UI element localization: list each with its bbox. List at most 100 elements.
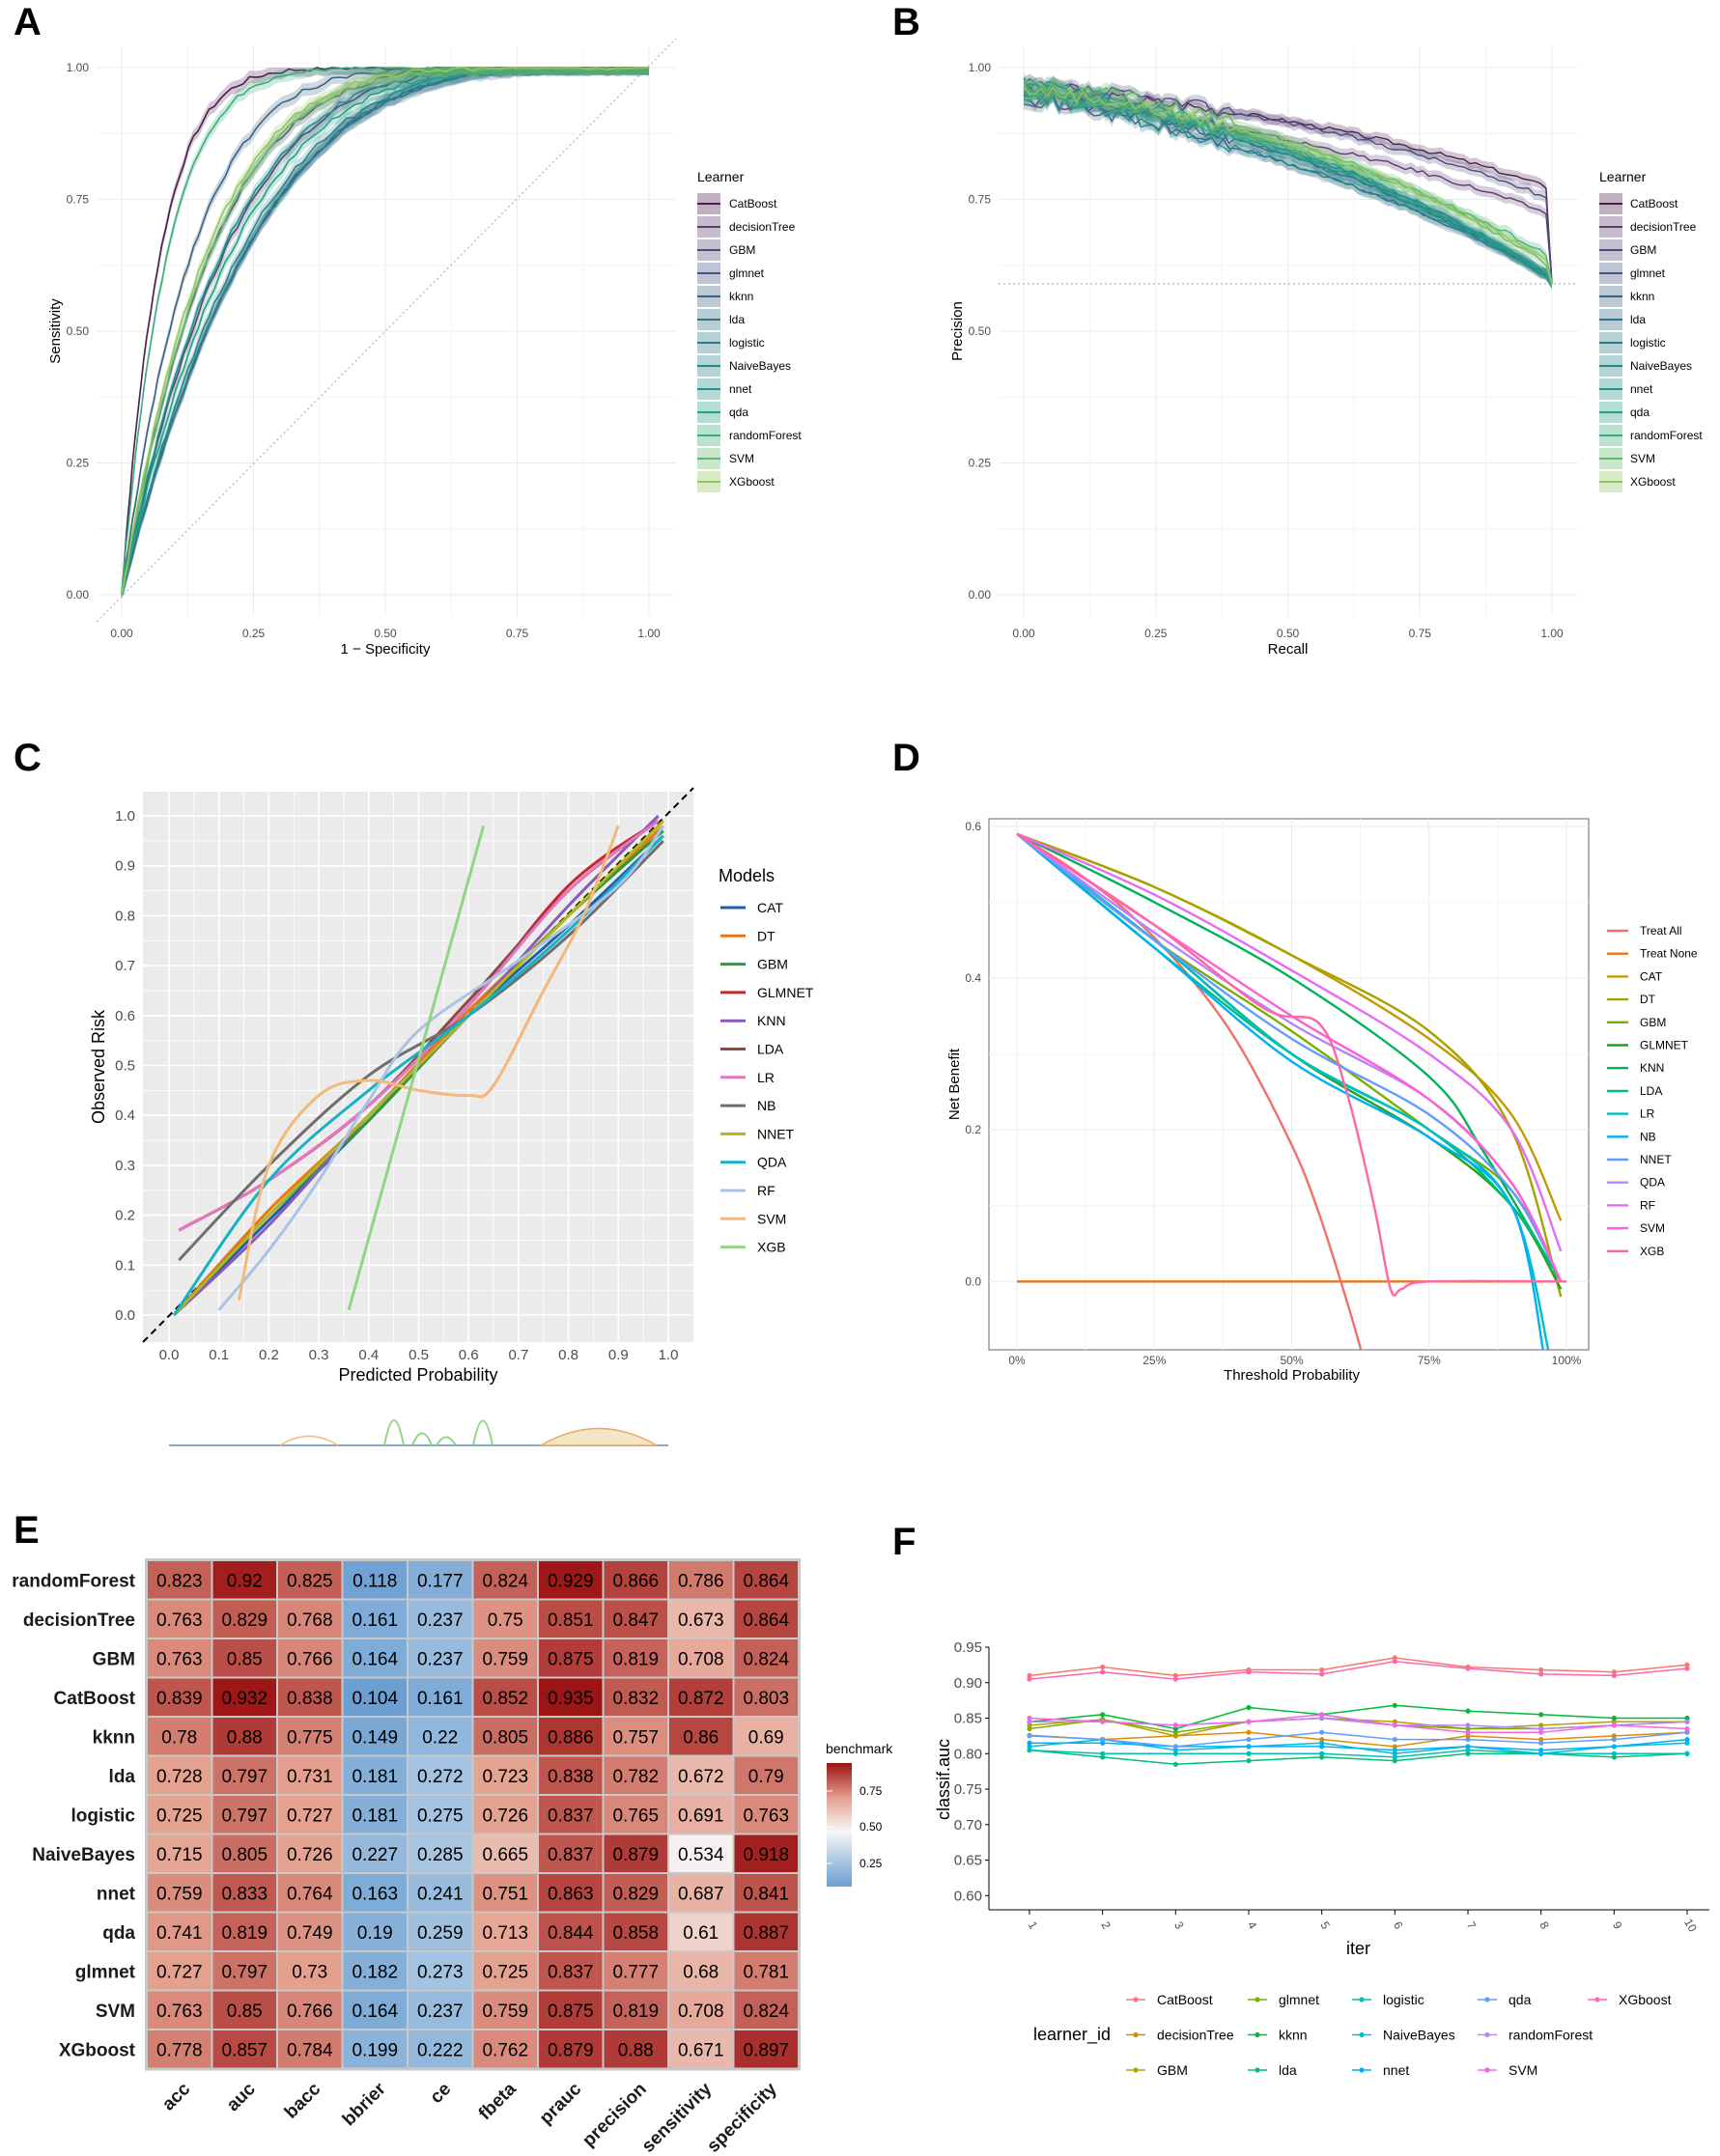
legend-point-svm — [1484, 2067, 1490, 2073]
auc-point-xgboost — [1319, 1671, 1325, 1677]
heatmap-cell — [602, 1794, 669, 1835]
auc-point-naivebayes — [1319, 1740, 1325, 1746]
heatmap-cell — [211, 1794, 278, 1835]
auc-point-qda — [1100, 1736, 1106, 1743]
auc-point-xgboost — [1100, 1669, 1106, 1675]
heatmap-cell-value: 0.852 — [482, 1689, 528, 1709]
y-tick-label: 0.25 — [969, 457, 992, 470]
heatmap-cell-value: 0.687 — [678, 1884, 724, 1904]
auc-point-kknn — [1246, 1704, 1252, 1711]
y-axis-title: classif.auc — [934, 1739, 953, 1820]
auc-point-naivebayes — [1684, 1740, 1690, 1746]
auc-point-lda — [1172, 1761, 1178, 1767]
auc-point-nnet — [1246, 1744, 1252, 1750]
density-peak — [436, 1436, 457, 1446]
heatmap-cell — [276, 1716, 344, 1757]
heatmap-cell — [732, 1794, 800, 1835]
auc-point-svm — [1538, 1729, 1544, 1735]
heatmap-cell-value: 0.833 — [221, 1884, 268, 1904]
auc-line-svm — [1029, 1714, 1688, 1733]
legend-point-gbm — [1133, 2067, 1139, 2073]
plot-frame — [988, 818, 1590, 1351]
auc-point-kknn — [1392, 1702, 1397, 1708]
colorbar — [827, 1763, 852, 1887]
auc-point-qda — [1172, 1744, 1178, 1750]
auc-line-kknn — [1029, 1704, 1687, 1730]
heatmap-cell-value: 0.887 — [743, 1923, 789, 1944]
heatmap-cell-value: 0.824 — [482, 1571, 528, 1591]
auc-point-logistic — [1172, 1750, 1178, 1756]
x-tick-label: 0.00 — [1012, 627, 1035, 640]
benchmark-heatmap-panel: randomForest 0.823 0.92 0.825 0.118 0.177 0.82… — [12, 1558, 893, 2156]
auc-point-kknn — [1100, 1712, 1106, 1718]
column-label-auc: auc — [223, 2079, 260, 2115]
y-tick-label: 0.0 — [115, 1307, 135, 1324]
heatmap-cell-value: 0.851 — [548, 1610, 594, 1631]
heatmap-cell — [471, 1676, 539, 1718]
legend-title: Learner — [697, 169, 745, 184]
row-label-naivebayes: NaiveBayes — [32, 1845, 135, 1865]
heatmap-cell-value: 0.863 — [548, 1884, 594, 1904]
heatmap-cell — [537, 1989, 605, 2030]
heatmap-cell-value: 0.68 — [683, 1962, 719, 1982]
heatmap-cell-value: 0.149 — [352, 1727, 398, 1748]
heatmap-cell-value: 0.837 — [548, 1806, 594, 1826]
decision-curve-panel: 0% 25% 50% 75% 100% 0.0 0.2 0.4 0.6 Threshold Pro… — [946, 818, 1698, 1384]
legend-point-lda — [1255, 2067, 1260, 2073]
legend-point-xgboost — [1594, 1997, 1600, 2002]
legend-label-lda: lda — [729, 313, 745, 326]
row-label-kknn: kknn — [93, 1727, 135, 1748]
heatmap-cell-value: 0.164 — [352, 1649, 398, 1669]
heatmap-cell — [407, 1833, 474, 1874]
column-label-acc: acc — [158, 2079, 195, 2115]
heatmap-cell-value: 0.177 — [417, 1571, 464, 1591]
auc-line-logistic — [1029, 1749, 1687, 1758]
auc-point-naivebayes — [1392, 1750, 1397, 1756]
net-benefit-curve-xgb — [1016, 832, 1567, 1297]
heatmap-cell-value: 0.897 — [743, 2040, 789, 2060]
y-axis-title: Net Benefit — [946, 1048, 963, 1120]
x-tick-label: 0.1 — [209, 1347, 229, 1363]
panel-label-e: E — [14, 1509, 40, 1552]
x-tick-label: 100% — [1552, 1354, 1582, 1367]
x-axis-title: Recall — [1268, 641, 1309, 658]
row-label-gbm: GBM — [93, 1649, 135, 1669]
row-label-lda: lda — [109, 1767, 136, 1787]
legend-label-svm: SVM — [1509, 2062, 1537, 2078]
heatmap-cell-value: 0.781 — [743, 1962, 789, 1982]
density-peak — [383, 1419, 405, 1446]
heatmap-cell — [341, 2029, 409, 2070]
auc-point-xgboost — [1538, 1671, 1544, 1677]
legend-point-naivebayes — [1359, 2031, 1365, 2038]
legend-label-glmnet: GLMNET — [1640, 1039, 1689, 1052]
heatmap-cell-value: 0.163 — [352, 1884, 398, 1904]
heatmap-cell-value: 0.764 — [287, 1884, 333, 1904]
legend-label-knn: KNN — [757, 1013, 786, 1028]
heatmap-cell-value: 0.222 — [417, 2040, 464, 2060]
heatmap-cell — [341, 1872, 409, 1914]
x-tick-label: 9 — [1610, 1919, 1625, 1932]
auc-point-naivebayes — [1538, 1750, 1544, 1756]
auc-point-catboost — [1538, 1666, 1544, 1673]
x-tick-label: 0.9 — [608, 1347, 629, 1363]
heatmap-cell-value: 0.879 — [548, 2040, 594, 2060]
auc-point-svm — [1100, 1719, 1106, 1724]
y-tick-label: 0.75 — [954, 1781, 982, 1798]
chance-diagonal — [96, 38, 677, 623]
heatmap-cell-value: 0.723 — [482, 1767, 528, 1787]
heatmap-cell-value: 0.273 — [417, 1962, 464, 1982]
legend-title: benchmark — [826, 1741, 893, 1756]
heatmap-cell-value: 0.829 — [221, 1610, 268, 1631]
x-tick-label: 0.4 — [358, 1347, 379, 1363]
legend-label-catboost: CatBoost — [1630, 197, 1678, 210]
heatmap-cell — [471, 1872, 539, 1914]
y-tick-label: 0.2 — [965, 1123, 981, 1136]
heatmap-cell-value: 0.22 — [422, 1727, 458, 1748]
y-tick-label: 0.9 — [115, 858, 135, 875]
column-label-bbrier: bbrier — [339, 2079, 390, 2130]
legend-label-naivebayes: NaiveBayes — [729, 359, 791, 373]
heatmap-cell-value: 0.837 — [548, 1962, 594, 1982]
legend-label-qda: QDA — [757, 1155, 787, 1170]
legend-label-svm: SVM — [757, 1211, 786, 1226]
heatmap-cell — [602, 1872, 669, 1914]
